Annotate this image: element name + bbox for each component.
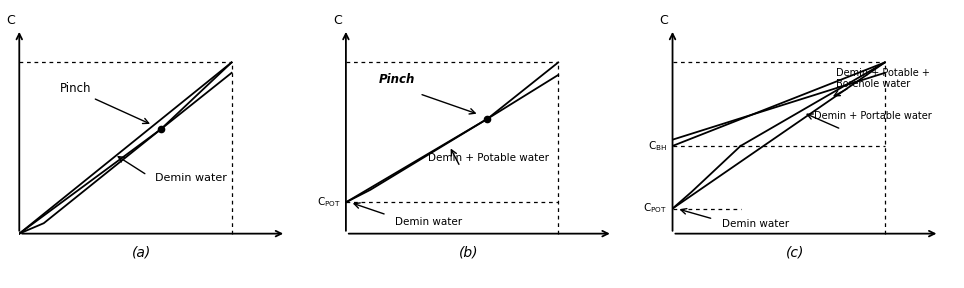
Text: (c): (c)	[786, 246, 804, 259]
Text: C: C	[7, 14, 15, 27]
Text: Demin water: Demin water	[155, 173, 228, 183]
Text: Pinch: Pinch	[379, 73, 415, 86]
Text: (b): (b)	[459, 246, 478, 259]
Text: Demin + Potable +
Borehole water: Demin + Potable + Borehole water	[836, 68, 929, 90]
Text: $\mathregular{C_{POT}}$: $\mathregular{C_{POT}}$	[316, 196, 340, 209]
Text: $\mathregular{C_{BH}}$: $\mathregular{C_{BH}}$	[648, 139, 667, 153]
Text: (a): (a)	[132, 246, 151, 259]
Text: C: C	[334, 14, 342, 27]
Text: Demin water: Demin water	[395, 217, 462, 227]
Text: C: C	[659, 14, 668, 27]
Text: Demin + Potable water: Demin + Potable water	[428, 153, 549, 162]
Text: Demin water: Demin water	[721, 219, 789, 229]
Text: $\mathregular{C_{POT}}$: $\mathregular{C_{POT}}$	[643, 202, 667, 215]
Text: Demin + Portable water: Demin + Portable water	[814, 111, 932, 121]
Text: Pinch: Pinch	[60, 82, 92, 95]
